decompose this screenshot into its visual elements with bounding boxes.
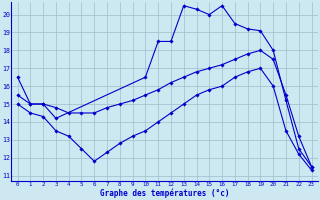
X-axis label: Graphe des températures (°c): Graphe des températures (°c)	[100, 188, 229, 198]
